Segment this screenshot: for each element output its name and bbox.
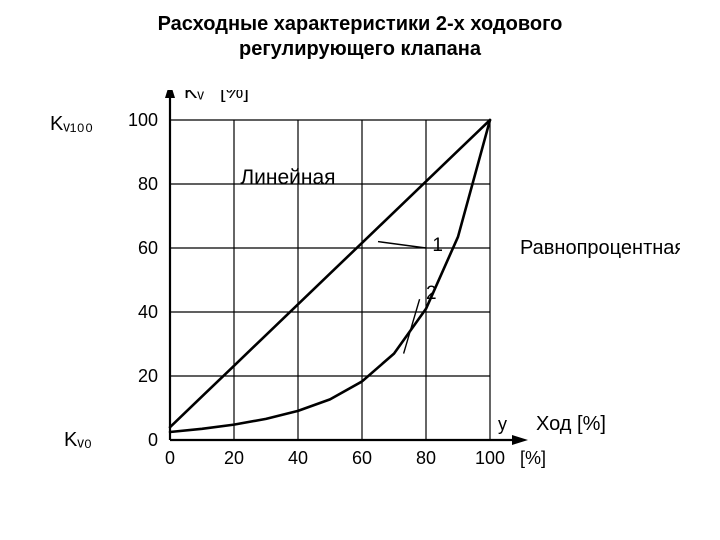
- x-tick-label: 100: [475, 448, 505, 468]
- title-line-2: регулирующего клапана: [239, 38, 481, 60]
- curve-number-1: 1: [432, 235, 443, 256]
- x-axis-unit: [%]: [520, 448, 546, 468]
- x-tick-label: 20: [224, 448, 244, 468]
- outer-label-kv100: Kᵥ₁₀₀: [50, 113, 93, 135]
- curve-number-2: 2: [426, 283, 437, 304]
- chart-container: 0 20 40 60 80 100 0 20 40 60 80 100 Kᵥ [%] y [%] Kᵥ₁₀₀ Kᵥ…: [40, 90, 680, 520]
- outer-label-equal-pct: Равнопроцентная: [520, 237, 680, 259]
- y-tick-label: 40: [138, 302, 158, 322]
- x-axis-small-label: y: [498, 414, 507, 434]
- y-tick-label: 80: [138, 174, 158, 194]
- y-axis-unit: [%]: [220, 90, 249, 103]
- outer-label-stroke: Ход [%]: [536, 413, 606, 435]
- y-tick-label: 20: [138, 366, 158, 386]
- y-tick-label: 0: [148, 430, 158, 450]
- y-tick-label: 100: [128, 110, 158, 130]
- x-tick-label: 60: [352, 448, 372, 468]
- flow-characteristic-chart: 0 20 40 60 80 100 0 20 40 60 80 100 Kᵥ [%] y [%] Kᵥ₁₀₀ Kᵥ…: [40, 90, 680, 520]
- label-linear: Линейная: [240, 166, 335, 189]
- y-tick-label: 60: [138, 238, 158, 258]
- title-line-1: Расходные характеристики 2-х ходового: [158, 13, 563, 35]
- chart-title: Расходные характеристики 2-х ходового ре…: [0, 12, 720, 62]
- x-tick-label: 40: [288, 448, 308, 468]
- y-axis-label: Kᵥ: [184, 90, 204, 103]
- x-tick-label: 0: [165, 448, 175, 468]
- outer-label-kv0: Kᵥ₀: [64, 429, 92, 451]
- x-tick-label: 80: [416, 448, 436, 468]
